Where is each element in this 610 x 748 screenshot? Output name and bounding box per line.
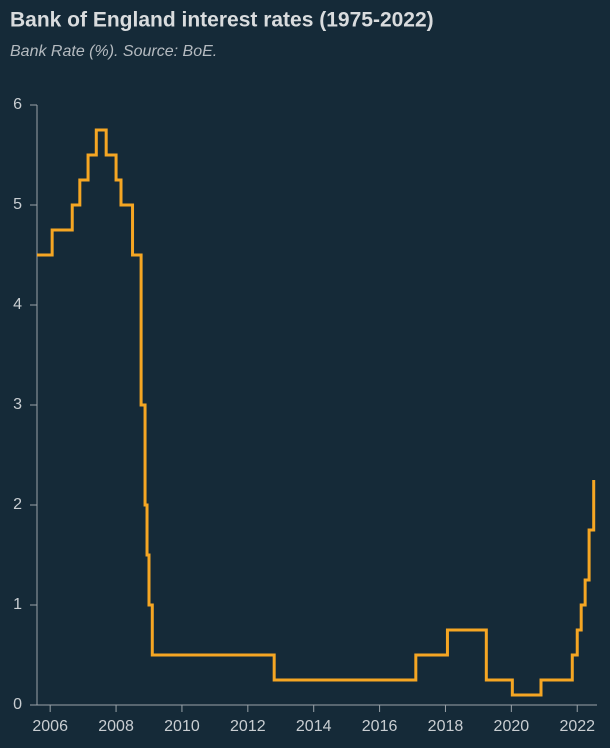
x-tick-label: 2016 xyxy=(362,718,398,735)
chart-subtitle: Bank Rate (%). Source: BoE. xyxy=(10,43,217,60)
x-tick-label: 2008 xyxy=(98,718,134,735)
y-tick-label: 0 xyxy=(13,696,22,713)
x-tick-label: 2010 xyxy=(164,718,200,735)
y-tick-label: 3 xyxy=(13,396,22,413)
x-tick-label: 2018 xyxy=(428,718,464,735)
y-tick-label: 1 xyxy=(13,596,22,613)
x-tick-label: 2014 xyxy=(296,718,332,735)
y-tick-label: 6 xyxy=(13,96,22,113)
y-tick-label: 2 xyxy=(13,496,22,513)
y-tick-label: 4 xyxy=(13,296,22,313)
rate-line xyxy=(37,128,596,697)
x-tick-label: 2012 xyxy=(230,718,266,735)
chart-title: Bank of England interest rates (1975-202… xyxy=(10,9,434,32)
y-tick-label: 5 xyxy=(13,196,22,213)
x-tick-label: 2020 xyxy=(494,718,530,735)
x-tick-label: 2006 xyxy=(32,718,68,735)
x-tick-label: 2022 xyxy=(559,718,595,735)
